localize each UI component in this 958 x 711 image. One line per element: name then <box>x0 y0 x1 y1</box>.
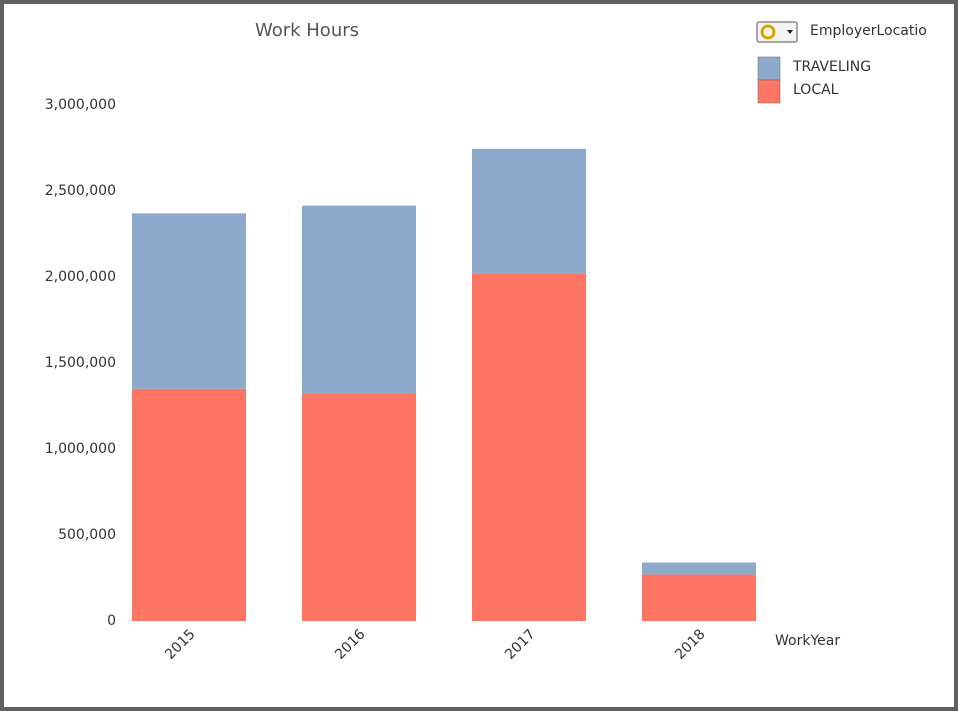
cycle-icon <box>760 24 776 40</box>
y-tick-label: 1,500,000 <box>45 355 116 371</box>
legend-title: EmployerLocatio <box>810 23 927 39</box>
legend-swatch <box>757 56 781 81</box>
y-tick-label: 0 <box>107 613 116 629</box>
bar-segment <box>642 574 756 621</box>
y-tick-label: 2,000,000 <box>45 269 116 285</box>
bar-segment <box>132 388 246 621</box>
bar-segment <box>472 273 586 621</box>
y-tick-label: 500,000 <box>58 527 116 543</box>
bar-segment <box>642 562 756 575</box>
y-tick-label: 1,000,000 <box>45 441 116 457</box>
legend-label: LOCAL <box>793 82 839 98</box>
y-tick-label: 2,500,000 <box>45 183 116 199</box>
bar-segment <box>472 148 586 274</box>
cycle-button[interactable] <box>756 21 798 43</box>
dropdown-arrow <box>787 30 793 34</box>
y-tick-label: 3,000,000 <box>45 97 116 113</box>
legend-swatch <box>757 79 781 104</box>
x-axis-label: WorkYear <box>775 633 840 649</box>
bar-segment <box>302 393 416 621</box>
legend-label: TRAVELING <box>792 59 871 75</box>
bar-segment <box>132 213 246 389</box>
bar-segment <box>302 205 416 394</box>
chart-title: Work Hours <box>255 20 359 41</box>
